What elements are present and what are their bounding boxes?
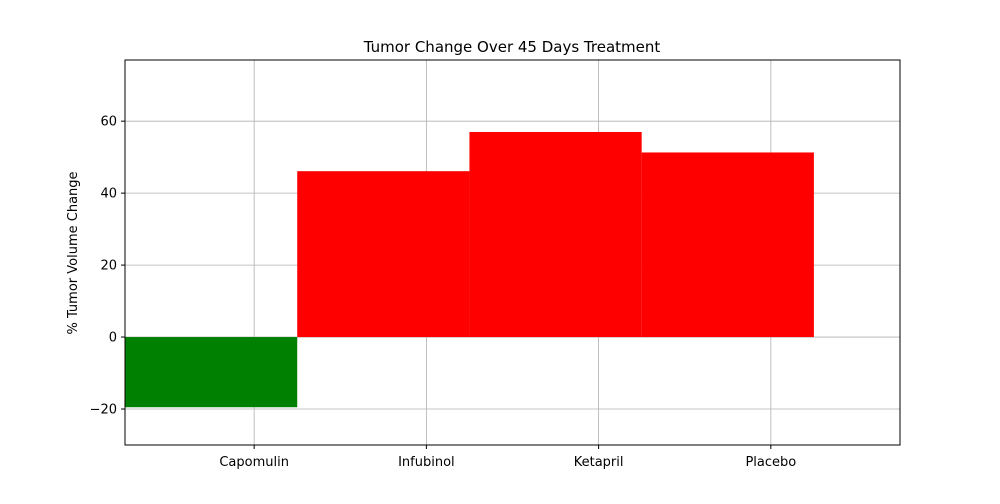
bar-placebo [641, 152, 814, 338]
bar-ketapril [469, 131, 642, 338]
y-tick-label: −20 [90, 403, 117, 418]
y-axis-label: % Tumor Volume Change [66, 171, 81, 334]
bar-infubinol [297, 171, 470, 338]
tick-labels: −20 0 20 40 60 Capomulin Infubinol Ketapril Plac… [90, 115, 797, 470]
bars [125, 131, 814, 408]
x-tick-label: Placebo [745, 455, 796, 470]
y-tick-label: 0 [109, 331, 117, 346]
x-tick-label: Capomulin [219, 455, 289, 470]
y-tick-label: 20 [100, 259, 117, 274]
chart-title: Tumor Change Over 45 Days Treatment [363, 38, 661, 56]
y-tick-label: 40 [100, 187, 117, 202]
axes [121, 59, 901, 449]
x-tick-label: Infubinol [398, 455, 455, 470]
bar-capomulin [125, 337, 298, 408]
axes-frame [124, 59, 901, 446]
x-tick-label: Ketapril [574, 455, 624, 470]
y-tick-label: 60 [100, 115, 117, 130]
